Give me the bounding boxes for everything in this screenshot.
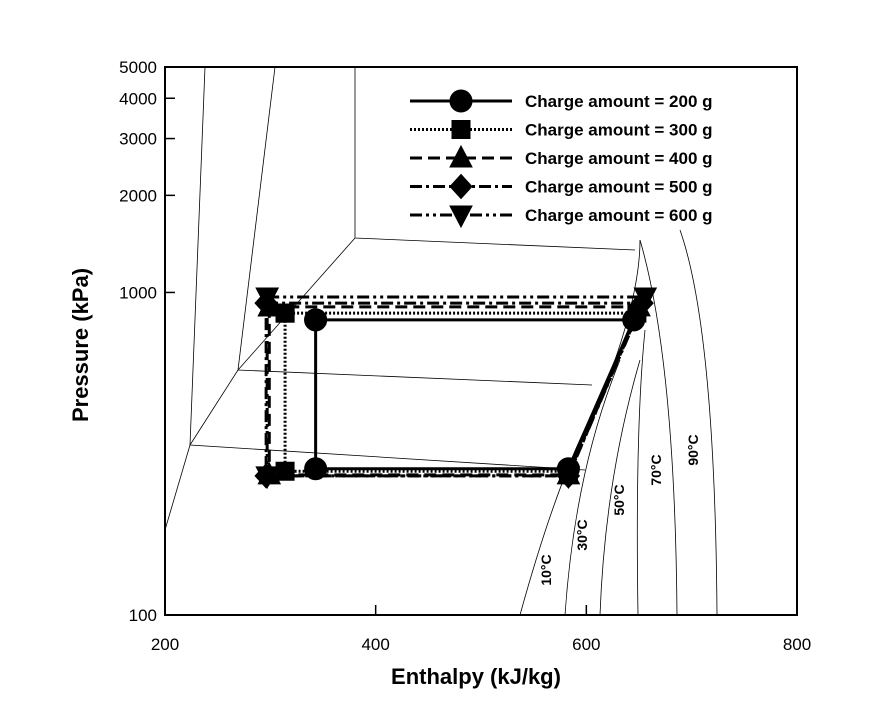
y-tick-label: 100 — [129, 606, 157, 625]
isentrope — [189, 369, 239, 446]
legend-label: Charge amount = 200 g — [525, 92, 713, 111]
marker — [304, 308, 328, 332]
series-line — [314, 318, 637, 471]
y-tick-label: 4000 — [119, 89, 157, 108]
legend-label: Charge amount = 300 g — [525, 121, 713, 140]
marker — [255, 287, 279, 311]
series-line — [283, 311, 640, 473]
isotherm-label: 10°C — [538, 554, 554, 585]
y-axis-label: Pressure (kPa) — [68, 268, 93, 422]
series-line — [267, 305, 642, 477]
isotherm-label: 50°C — [611, 484, 627, 515]
y-tick-label: 3000 — [119, 130, 157, 149]
isotherm-label: 70°C — [648, 454, 664, 485]
x-tick-label: 400 — [361, 635, 389, 654]
x-tick-label: 200 — [151, 635, 179, 654]
marker — [556, 466, 581, 489]
legend-marker — [449, 89, 473, 113]
legend-marker — [449, 144, 473, 168]
y-tick-label: 2000 — [119, 186, 157, 205]
isotherm — [564, 359, 621, 616]
isotherm — [599, 359, 641, 616]
isotherm — [679, 229, 718, 616]
plot-frame — [164, 66, 798, 616]
legend-marker — [451, 120, 471, 139]
isotherm — [639, 239, 678, 616]
isentrope — [164, 444, 191, 531]
legend-label: Charge amount = 500 g — [525, 178, 713, 197]
x-tick-label: 600 — [572, 635, 600, 654]
isotherm-label: 30°C — [574, 519, 590, 550]
y-tick-label: 1000 — [119, 283, 157, 302]
isentrope — [237, 66, 593, 386]
legend-label: Charge amount = 600 g — [525, 206, 713, 225]
y-tick-label: 5000 — [119, 58, 157, 77]
isotherm-label: 90°C — [685, 434, 701, 465]
x-tick-label: 800 — [783, 635, 811, 654]
marker — [255, 466, 279, 489]
marker — [633, 287, 658, 311]
isotherm — [636, 329, 646, 616]
x-axis-label: Enthalpy (kJ/kg) — [391, 664, 561, 689]
legend-label: Charge amount = 400 g — [525, 149, 713, 168]
legend-marker — [449, 173, 473, 200]
marker — [275, 461, 295, 481]
legend-marker — [449, 205, 473, 229]
